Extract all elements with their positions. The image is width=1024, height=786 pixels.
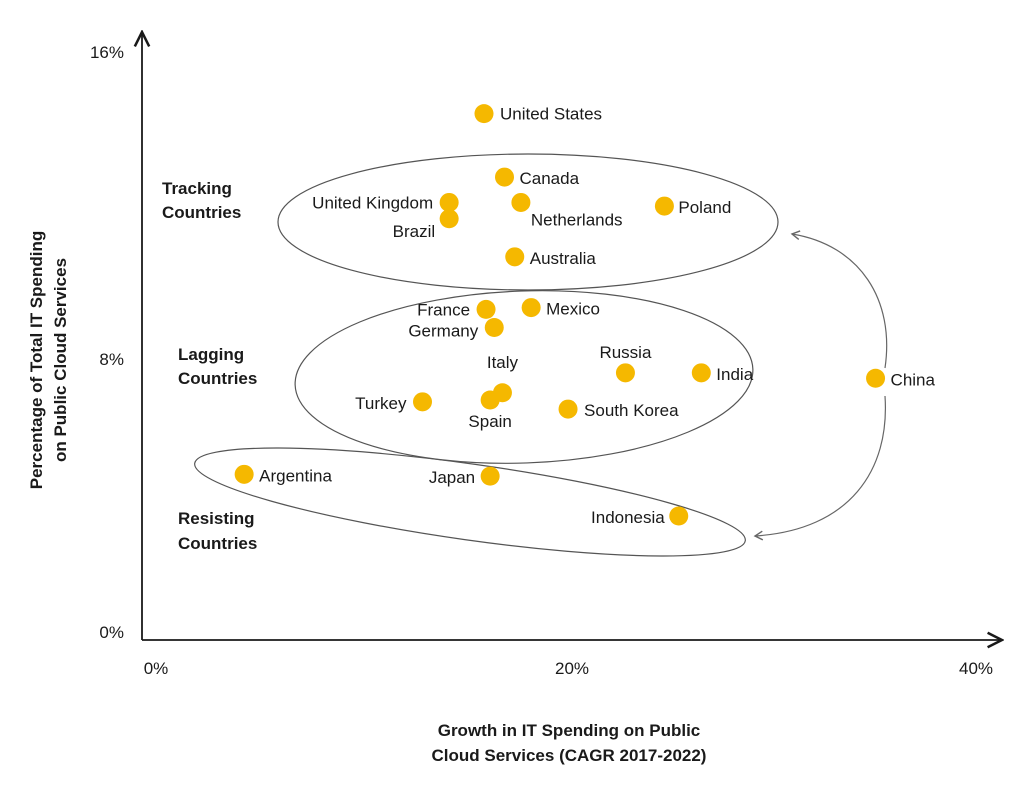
data-point-russia <box>615 363 635 383</box>
data-label-turkey: Turkey <box>355 394 407 413</box>
data-label-netherlands: Netherlands <box>531 210 623 229</box>
data-label-germany: Germany <box>408 322 478 341</box>
lagging-group-label-line-2: Countries <box>178 369 257 388</box>
china-arrow-to-resisting <box>753 395 887 541</box>
data-point-turkey <box>413 392 432 412</box>
data-point-germany <box>484 318 504 337</box>
data-point-united-states <box>474 104 494 124</box>
data-label-canada: Canada <box>520 169 580 188</box>
data-label-indonesia: Indonesia <box>591 508 665 527</box>
data-label-mexico: Mexico <box>546 300 600 319</box>
y-axis-title-line-1: Percentage of Total IT Spending <box>27 231 46 490</box>
data-point-canada <box>495 167 514 187</box>
data-label-spain: Spain <box>468 412 511 431</box>
china-arrow-to-tracking <box>790 230 888 369</box>
data-label-united-states: United States <box>500 105 602 124</box>
data-point-united-kingdom <box>439 192 459 212</box>
lagging-cluster-outline <box>294 290 754 464</box>
data-label-south-korea: South Korea <box>584 401 679 420</box>
tracking-cluster-outline <box>277 153 779 291</box>
x-tick-label: 20% <box>555 659 589 678</box>
data-label-italy: Italy <box>487 353 519 372</box>
data-label-france: France <box>417 300 470 319</box>
data-point-poland <box>654 196 674 216</box>
x-tick-label: 0% <box>144 659 169 678</box>
data-label-australia: Australia <box>530 249 597 268</box>
tracking-group-label-line-2: Countries <box>162 203 241 222</box>
y-axis-title-line-2: on Public Cloud Services <box>51 258 70 462</box>
data-label-poland: Poland <box>678 198 731 217</box>
y-tick-label: 8% <box>99 350 124 369</box>
data-point-china <box>866 368 886 388</box>
data-point-south-korea <box>558 399 578 419</box>
data-point-brazil <box>439 209 459 229</box>
tracking-group-label-line-1: Tracking <box>162 179 232 198</box>
data-point-india <box>691 363 711 383</box>
data-point-spain <box>480 390 500 410</box>
data-label-argentina: Argentina <box>259 466 332 485</box>
data-label-china: China <box>891 370 936 389</box>
data-label-brazil: Brazil <box>393 222 436 241</box>
resisting-cluster-outline <box>194 447 746 557</box>
data-point-mexico <box>521 298 541 318</box>
resisting-group-label-line-1: Resisting <box>178 509 255 528</box>
data-points <box>234 104 886 526</box>
data-label-japan: Japan <box>429 468 475 487</box>
data-point-indonesia <box>669 506 689 526</box>
data-label-united-kingdom: United Kingdom <box>312 193 433 212</box>
data-point-australia <box>505 247 525 267</box>
y-tick-label: 0% <box>99 623 124 642</box>
data-point-japan <box>480 466 500 486</box>
data-label-russia: Russia <box>599 343 652 362</box>
data-point-argentina <box>234 464 254 484</box>
data-point-netherlands <box>511 192 531 212</box>
data-point-labels: United States Canada United Kingdom Netherl… <box>259 105 935 527</box>
data-label-india: India <box>716 365 753 384</box>
x-axis-title-line-1: Growth in IT Spending on Public <box>438 721 701 740</box>
resisting-group-label-line-2: Countries <box>178 534 257 553</box>
y-tick-label: 16% <box>90 43 124 62</box>
lagging-group-label-line-1: Lagging <box>178 345 244 364</box>
x-tick-label: 40% <box>959 659 993 678</box>
data-point-france <box>476 299 496 319</box>
x-axis-title-line-2: Cloud Services (CAGR 2017-2022) <box>432 746 707 765</box>
